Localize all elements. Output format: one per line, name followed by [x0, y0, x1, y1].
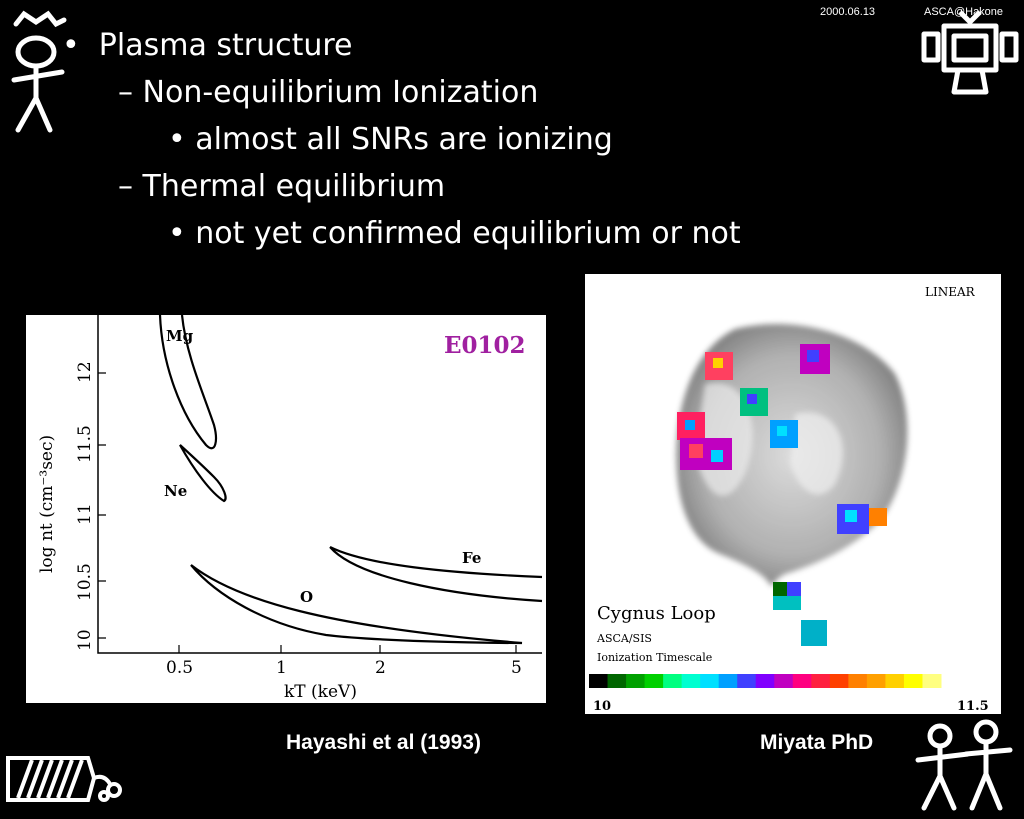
o-contour	[190, 564, 523, 645]
e0102-label: E0102	[444, 332, 526, 359]
colorbar-segment	[903, 674, 923, 688]
colorbar-segment	[811, 674, 831, 688]
curve-label-o: O	[300, 588, 313, 606]
colorbar-max-label: 11.5	[957, 699, 989, 714]
colorbar-segment	[885, 674, 905, 688]
ytick-12: 12	[75, 361, 95, 383]
map-title: Cygnus Loop	[597, 603, 716, 624]
left-caption: Hayashi et al (1993)	[286, 731, 481, 754]
colorbar-segment	[589, 674, 609, 688]
colorbar-segment	[663, 674, 683, 688]
colorbar-segment	[829, 674, 849, 688]
colorbar	[589, 674, 942, 688]
ytick-11: 11	[75, 503, 95, 525]
bullet-level3-a: • almost all SNRs are ionizing	[168, 122, 613, 157]
colorbar-segment	[922, 674, 942, 688]
curve-label-mg: Mg	[166, 327, 194, 345]
xtick-0-5: 0.5	[166, 658, 193, 678]
two-figures-icon	[915, 719, 1013, 811]
colorbar-segment	[848, 674, 868, 688]
ytick-11-5: 11.5	[75, 425, 95, 463]
hayashi-figure: 10 10.5 11 11.5 12 0.5 1 2 5 log nt (cm⁻…	[26, 314, 546, 703]
scale-mode-label: LINEAR	[925, 285, 976, 299]
colorbar-segment	[681, 674, 701, 688]
colorbar-segment	[755, 674, 775, 688]
colorbar-segment	[866, 674, 886, 688]
mg-contour	[158, 314, 217, 450]
bullet-level3-b: • not yet confirmed equilibrium or not	[168, 216, 741, 251]
cygnus-loop-figure: LINEAR Cygnus Loop ASCA/SIS Ionization T…	[585, 274, 1001, 714]
header-date: 2000.06.13	[820, 6, 876, 18]
colorbar-min-label: 10	[593, 699, 611, 714]
bullet-level2-a: – Non-equilibrium Ionization	[118, 75, 539, 110]
bullet-level2-b: – Thermal equilibrium	[118, 169, 446, 204]
y-axis-label: log nt (cm⁻³sec)	[37, 435, 57, 573]
x-axis-label: kT (keV)	[284, 682, 357, 702]
xtick-2: 2	[375, 658, 386, 678]
ne-contour	[179, 444, 227, 503]
stick-figure-icon	[11, 10, 67, 133]
ytick-10: 10	[75, 629, 95, 651]
colorbar-segment	[718, 674, 738, 688]
caterpillar-icon	[6, 756, 122, 802]
curve-label-fe: Fe	[462, 549, 481, 567]
xtick-5: 5	[511, 658, 522, 678]
colorbar-segment	[607, 674, 627, 688]
colorbar-segment	[700, 674, 720, 688]
curve-label-ne: Ne	[164, 482, 187, 500]
bullet-level1: • Plasma structure	[62, 28, 353, 63]
map-instrument: ASCA/SIS	[596, 632, 652, 645]
colorbar-segment	[774, 674, 794, 688]
colorbar-segment	[737, 674, 757, 688]
colorbar-segment	[792, 674, 812, 688]
fe-contour	[329, 546, 543, 603]
map-quantity: Ionization Timescale	[597, 651, 712, 664]
colorbar-segment	[626, 674, 646, 688]
tv-robot-icon	[921, 10, 1019, 95]
ionization-tiles	[677, 344, 887, 646]
right-caption: Miyata PhD	[760, 731, 874, 754]
colorbar-segment	[644, 674, 664, 688]
xtick-1: 1	[276, 658, 287, 678]
ytick-10-5: 10.5	[75, 563, 95, 601]
